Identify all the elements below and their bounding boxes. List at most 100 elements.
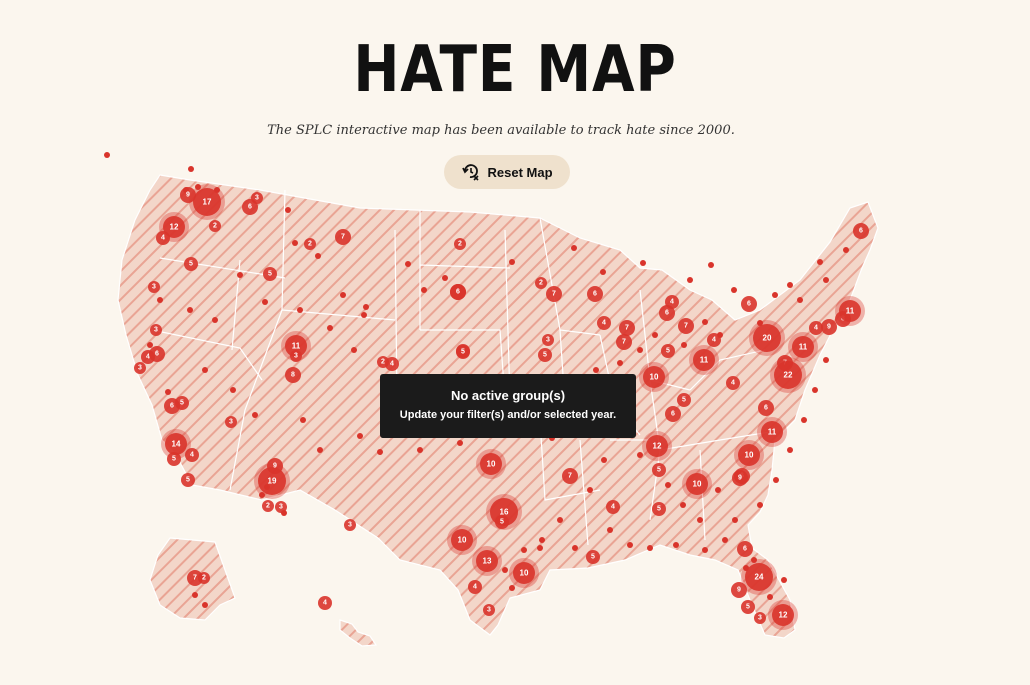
map-dot[interactable] <box>292 240 298 246</box>
map-marker[interactable]: 9 <box>732 470 748 486</box>
map-dot[interactable] <box>702 547 708 553</box>
map-marker[interactable]: 4 <box>809 321 823 335</box>
map-dot[interactable] <box>680 502 686 508</box>
map-dot[interactable] <box>192 592 198 598</box>
map-dot[interactable] <box>600 269 606 275</box>
map-marker[interactable]: 6 <box>758 400 774 416</box>
map-marker[interactable]: 2 <box>262 500 274 512</box>
map-dot[interactable] <box>715 487 721 493</box>
map-marker[interactable]: 20 <box>749 320 785 356</box>
map-marker[interactable]: 5 <box>677 393 691 407</box>
map-marker[interactable]: 6 <box>659 305 675 321</box>
map-marker[interactable]: 19 <box>254 463 290 499</box>
map-dot[interactable] <box>377 449 383 455</box>
map-marker[interactable]: 5 <box>586 550 600 564</box>
map-dot[interactable] <box>617 360 623 366</box>
map-dot[interactable] <box>237 272 243 278</box>
map-dot[interactable] <box>259 492 265 498</box>
map-marker[interactable]: 11 <box>788 332 818 362</box>
map-marker[interactable]: 7 <box>546 286 562 302</box>
map-dot[interactable] <box>252 412 258 418</box>
map-marker[interactable]: 10 <box>639 362 669 392</box>
map-marker[interactable]: 3 <box>150 324 162 336</box>
map-marker[interactable]: 6 <box>149 346 165 362</box>
map-marker[interactable]: 2 <box>198 572 210 584</box>
map-dot[interactable] <box>315 253 321 259</box>
map-marker[interactable]: 9 <box>267 458 283 474</box>
map-marker[interactable]: 10 <box>476 449 506 479</box>
map-dot[interactable] <box>571 245 577 251</box>
map-dot[interactable] <box>687 277 693 283</box>
map-dot[interactable] <box>773 477 779 483</box>
map-marker[interactable]: 13 <box>472 546 502 576</box>
map-dot[interactable] <box>673 542 679 548</box>
map-dot[interactable] <box>521 547 527 553</box>
map-marker[interactable]: 4 <box>726 376 740 390</box>
map-dot[interactable] <box>708 262 714 268</box>
map-dot[interactable] <box>772 292 778 298</box>
map-marker[interactable]: 2 <box>454 238 466 250</box>
map-marker[interactable]: 3 <box>251 192 263 204</box>
map-marker[interactable]: 9 <box>180 187 196 203</box>
map-marker[interactable]: 22 <box>770 357 806 393</box>
map-dot[interactable] <box>751 557 757 563</box>
map-dot[interactable] <box>823 357 829 363</box>
map-dot[interactable] <box>767 594 773 600</box>
map-marker[interactable]: 3 <box>225 416 237 428</box>
map-dot[interactable] <box>702 319 708 325</box>
map-marker[interactable]: 4 <box>185 448 199 462</box>
map-marker[interactable]: 7 <box>678 318 694 334</box>
map-dot[interactable] <box>640 260 646 266</box>
map-dot[interactable] <box>732 517 738 523</box>
map-marker[interactable]: 3 <box>290 350 302 362</box>
map-marker[interactable]: 11 <box>757 417 787 447</box>
map-marker[interactable]: 3 <box>275 501 287 513</box>
map-marker[interactable]: 5 <box>661 344 675 358</box>
map-marker[interactable]: 5 <box>167 452 181 466</box>
map-marker[interactable]: 6 <box>450 284 466 300</box>
map-marker[interactable]: 4 <box>606 500 620 514</box>
map-marker[interactable]: 6 <box>164 398 180 414</box>
map-marker[interactable]: 2 <box>304 238 316 250</box>
map-dot[interactable] <box>797 297 803 303</box>
map-marker[interactable]: 3 <box>754 612 766 624</box>
map-dot[interactable] <box>665 482 671 488</box>
map-dot[interactable] <box>817 259 823 265</box>
map-dot[interactable] <box>757 320 763 326</box>
map-dot[interactable] <box>637 347 643 353</box>
map-dot[interactable] <box>351 347 357 353</box>
map-marker[interactable]: 2 <box>209 220 221 232</box>
map-marker[interactable]: 8 <box>285 367 301 383</box>
marker-layer[interactable]: 1791246325357262463563144551138319923342… <box>104 152 869 630</box>
map-dot[interactable] <box>637 452 643 458</box>
map-marker[interactable]: 4 <box>156 231 170 245</box>
map-marker[interactable]: 4 <box>318 596 332 610</box>
reset-map-button[interactable]: Reset Map <box>444 155 570 189</box>
map-marker[interactable]: 12 <box>642 431 672 461</box>
map-marker[interactable]: 4 <box>468 580 482 594</box>
map-dot[interactable] <box>417 447 423 453</box>
map-dot[interactable] <box>262 299 268 305</box>
map-marker[interactable]: 17 <box>189 184 225 220</box>
map-marker[interactable]: 6 <box>737 541 753 557</box>
map-dot[interactable] <box>187 307 193 313</box>
map-dot[interactable] <box>681 342 687 348</box>
map-dot[interactable] <box>781 577 787 583</box>
map-marker[interactable]: 5 <box>652 502 666 516</box>
map-marker[interactable]: 3 <box>483 604 495 616</box>
map-dot[interactable] <box>509 259 515 265</box>
map-dot[interactable] <box>601 457 607 463</box>
map-dot[interactable] <box>502 567 508 573</box>
map-dot[interactable] <box>843 247 849 253</box>
map-marker[interactable]: 11 <box>835 296 865 326</box>
map-marker[interactable]: 7 <box>562 468 578 484</box>
map-marker[interactable]: 5 <box>652 463 666 477</box>
map-marker[interactable]: 5 <box>181 473 195 487</box>
map-dot[interactable] <box>421 287 427 293</box>
map-dot[interactable] <box>188 166 194 172</box>
map-dot[interactable] <box>539 537 545 543</box>
map-dot[interactable] <box>202 602 208 608</box>
map-marker[interactable]: 3 <box>344 519 356 531</box>
map-dot[interactable] <box>104 152 110 158</box>
map-marker[interactable]: 7 <box>187 570 203 586</box>
